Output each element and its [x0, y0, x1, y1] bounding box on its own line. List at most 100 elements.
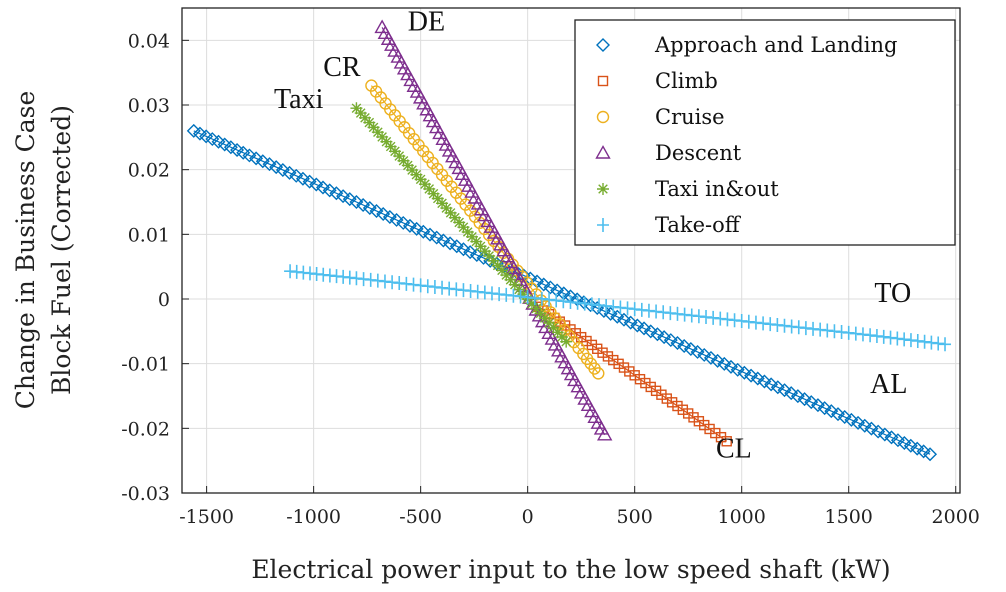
x-tick-label: -1500	[179, 506, 234, 528]
data-point	[487, 254, 500, 267]
series-de	[374, 19, 613, 441]
x-tick-label: 1500	[825, 506, 873, 528]
data-point	[661, 393, 672, 404]
plot-frame	[181, 7, 961, 494]
data-point	[844, 412, 859, 427]
legend-label: Approach and Landing	[654, 33, 898, 57]
legend-label: Climb	[655, 69, 718, 93]
legend-label: Descent	[655, 141, 742, 165]
data-point	[817, 401, 832, 416]
annotation-label: AL	[870, 369, 907, 400]
data-point	[737, 365, 752, 380]
data-point	[744, 368, 759, 383]
data-point	[436, 233, 451, 248]
data-point	[643, 324, 658, 339]
data-point	[309, 177, 324, 192]
data-point	[903, 438, 918, 453]
data-point	[717, 356, 732, 371]
data-point	[470, 235, 483, 248]
data-point	[275, 163, 290, 177]
data-point	[478, 245, 491, 258]
data-point	[416, 224, 431, 239]
annotation-label: CR	[323, 52, 361, 83]
data-point	[449, 239, 464, 254]
data-point	[870, 329, 883, 344]
y-axis-label-line2: Block Fuel (Corrected)	[47, 105, 76, 395]
data-point	[295, 171, 310, 186]
series-cr	[365, 79, 605, 380]
data-point	[616, 312, 631, 327]
data-point	[560, 335, 573, 348]
data-point	[389, 212, 404, 227]
series-to	[284, 264, 952, 352]
legend-item: Approach and Landing	[596, 33, 898, 57]
data-point	[371, 126, 384, 139]
data-point	[666, 397, 678, 408]
data-point	[469, 248, 484, 263]
data-point	[534, 307, 547, 320]
data-point	[322, 183, 337, 198]
data-point	[453, 216, 466, 229]
data-point	[406, 164, 419, 177]
data-point	[650, 327, 665, 342]
legend-item: Descent	[595, 141, 742, 165]
data-point	[530, 302, 543, 315]
data-point	[784, 386, 799, 401]
data-point	[363, 116, 376, 129]
x-tick-label: 2000	[932, 506, 980, 528]
data-point	[414, 173, 427, 186]
data-point	[409, 221, 424, 236]
data-point	[672, 400, 683, 412]
data-point	[350, 102, 363, 115]
y-tick-label: -0.01	[121, 354, 170, 376]
data-point	[925, 335, 938, 350]
x-tick-label: 1000	[718, 506, 766, 528]
data-point	[597, 347, 608, 358]
data-point	[730, 362, 745, 377]
legend-marker	[596, 38, 610, 52]
annotation-label: TO	[874, 278, 911, 309]
legend-marker	[595, 145, 611, 159]
series-taxi	[350, 102, 573, 348]
data-point	[884, 430, 899, 445]
data-point	[683, 341, 698, 356]
legend-item: Climb	[597, 69, 718, 93]
data-point	[916, 444, 931, 459]
data-point	[538, 312, 551, 325]
data-point	[923, 447, 938, 462]
data-point	[255, 154, 270, 169]
data-point	[764, 377, 779, 392]
data-point	[677, 338, 692, 353]
data-point	[677, 404, 689, 415]
x-tick-label: 500	[617, 506, 653, 528]
legend-marker	[596, 110, 610, 124]
data-point	[369, 203, 384, 218]
y-tick-label: 0.03	[128, 95, 170, 117]
legend-marker	[597, 183, 609, 195]
data-point	[463, 245, 478, 260]
data-point	[401, 159, 414, 172]
data-point	[550, 283, 565, 298]
data-point	[790, 389, 805, 404]
data-point	[547, 321, 560, 334]
data-point	[517, 288, 530, 301]
data-point	[864, 328, 877, 343]
x-tick-label: -1000	[286, 506, 341, 528]
data-point	[657, 330, 672, 345]
data-point	[410, 168, 423, 181]
data-point	[242, 148, 257, 163]
data-point	[436, 197, 449, 210]
y-tick-label: 0.04	[128, 30, 170, 52]
data-point	[697, 347, 712, 362]
data-point	[576, 295, 591, 310]
data-point	[525, 297, 538, 310]
data-point	[336, 189, 351, 204]
data-point	[851, 415, 866, 430]
data-point	[898, 332, 911, 347]
data-point	[431, 192, 444, 205]
data-point	[613, 358, 624, 370]
data-point	[610, 309, 625, 324]
data-point	[393, 150, 406, 163]
data-point	[302, 174, 317, 189]
